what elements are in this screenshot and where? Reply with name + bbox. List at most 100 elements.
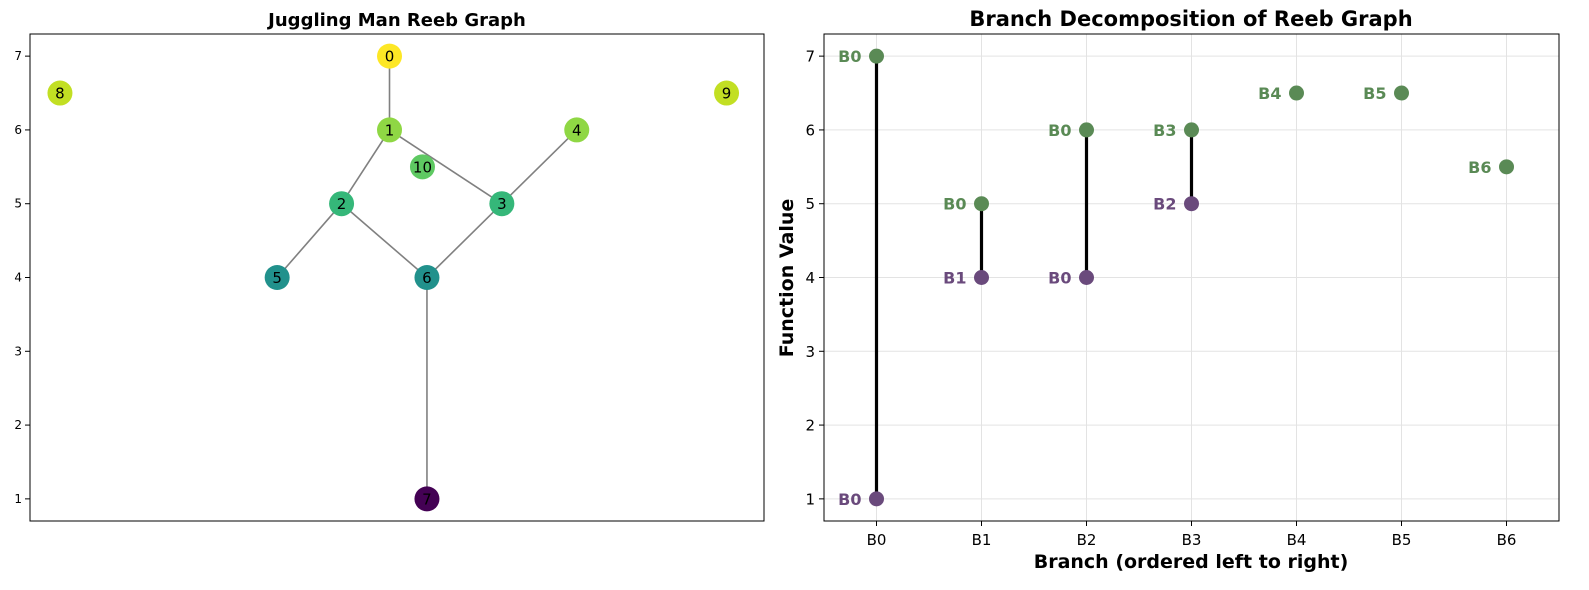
node-label: 6 — [422, 269, 432, 287]
branch-max-label: B0 — [838, 47, 861, 66]
node-label: 5 — [272, 269, 282, 287]
y-tick-label: 2 — [805, 417, 815, 435]
branch-max-label: B3 — [1153, 121, 1176, 140]
branch-points — [869, 48, 1514, 507]
branch-max-point — [869, 48, 884, 64]
node-marker — [47, 80, 73, 106]
node-label: 9 — [722, 85, 732, 103]
branch-max-point — [1499, 159, 1514, 175]
branch-point-labels: B0 B0 B0 B1 B0 B0 B3 B2 B4 B5 B6 — [838, 47, 1491, 509]
node-label: 10 — [413, 158, 432, 176]
branch-max-point — [1289, 85, 1304, 101]
branch-decomposition-title: Branch Decomposition of Reeb Graph — [969, 7, 1412, 31]
y-tick-label: 4 — [805, 269, 815, 287]
branch-min-point — [869, 491, 884, 507]
graph-node: 5 — [264, 265, 290, 290]
reeb-graph-panel: Juggling Man Reeb Graph 1 2 3 4 5 6 7 0 1 2 3 4 5 6 7… — [14, 10, 765, 522]
y-tick-label: 2 — [14, 418, 22, 432]
y-tick-label: 7 — [14, 49, 22, 63]
branch-max-label: B0 — [943, 195, 966, 214]
node-marker — [564, 117, 590, 143]
graph-node: 0 — [377, 43, 403, 69]
x-tick-label: B1 — [972, 531, 992, 549]
node-label: 4 — [572, 121, 582, 139]
graph-node: 9 — [714, 80, 740, 106]
branch-decomposition-panel: Branch Decomposition of Reeb Graph 1 2 3 4 5… — [776, 7, 1560, 573]
node-label: 3 — [497, 195, 507, 213]
branch-min-point — [1184, 196, 1199, 212]
graph-edge — [341, 203, 428, 279]
branch-y-ticks: 1 2 3 4 5 6 7 — [805, 48, 824, 508]
reeb-graph-edges — [276, 56, 578, 499]
node-label: 0 — [385, 48, 395, 66]
branch-min-point — [974, 270, 989, 285]
branch-min-label: B0 — [1048, 269, 1071, 288]
graph-edge — [340, 129, 391, 205]
x-tick-label: B4 — [1287, 531, 1307, 549]
node-marker — [409, 154, 435, 180]
y-tick-label: 3 — [805, 343, 815, 361]
node-marker — [329, 191, 355, 217]
x-tick-label: B3 — [1182, 531, 1202, 549]
reeb-graph-y-ticks: 1 2 3 4 5 6 7 — [14, 49, 30, 506]
reeb-graph-frame — [29, 33, 765, 522]
node-marker — [489, 191, 515, 217]
y-tick-label: 1 — [14, 492, 22, 506]
branch-min-point — [1079, 270, 1094, 285]
y-tick-label: 6 — [805, 121, 815, 139]
graph-edge — [501, 129, 578, 205]
graph-node: 8 — [47, 80, 73, 106]
y-tick-label: 1 — [805, 490, 815, 508]
node-marker — [377, 43, 403, 69]
graph-node: 7 — [414, 486, 440, 512]
y-tick-label: 3 — [14, 344, 22, 358]
y-tick-label: 4 — [14, 271, 22, 285]
branch-max-label: B4 — [1258, 84, 1281, 103]
y-tick-label: 7 — [805, 48, 815, 66]
branch-min-label: B0 — [838, 490, 861, 509]
branch-max-label: B0 — [1048, 121, 1071, 140]
branch-frame — [823, 33, 1560, 522]
branch-max-label: B6 — [1468, 158, 1491, 177]
branch-min-label: B1 — [943, 269, 966, 288]
branch-x-ticks: B0 B1 B2 B3 B4 B5 B6 — [867, 521, 1517, 549]
y-tick-label: 5 — [805, 195, 815, 213]
y-tick-label: 6 — [14, 123, 22, 137]
graph-node: 6 — [414, 265, 440, 290]
x-tick-label: B6 — [1497, 531, 1517, 549]
branch-max-point — [1184, 122, 1199, 138]
node-label: 1 — [385, 121, 395, 139]
node-marker — [414, 265, 440, 290]
branch-x-axis-label: Branch (ordered left to right) — [1034, 551, 1349, 573]
node-label: 2 — [337, 195, 347, 213]
reeb-graph-title: Juggling Man Reeb Graph — [266, 10, 526, 31]
node-label: 8 — [55, 85, 65, 103]
node-marker — [264, 265, 290, 290]
reeb-graph-nodes: 0 1 2 3 4 5 6 7 8 9 10 — [47, 43, 740, 512]
branch-grid — [824, 34, 1559, 521]
graph-node: 1 — [377, 117, 403, 143]
branch-lines — [874, 56, 1194, 499]
branch-max-point — [974, 196, 989, 212]
x-tick-label: B0 — [867, 531, 887, 549]
node-marker — [377, 117, 403, 143]
graph-node: 4 — [564, 117, 590, 143]
node-label: 7 — [422, 490, 432, 508]
branch-max-label: B5 — [1363, 84, 1386, 103]
branch-max-point — [1079, 122, 1094, 138]
graph-edge — [389, 129, 503, 205]
graph-node: 10 — [409, 154, 435, 180]
node-marker — [414, 486, 440, 512]
branch-max-point — [1394, 85, 1409, 101]
x-tick-label: B2 — [1077, 531, 1097, 549]
branch-y-axis-label: Function Value — [776, 199, 798, 358]
graph-edge — [276, 203, 343, 279]
node-marker — [714, 80, 740, 106]
graph-node: 3 — [489, 191, 515, 217]
y-tick-label: 5 — [14, 197, 22, 211]
branch-min-label: B2 — [1153, 195, 1176, 214]
graph-node: 2 — [329, 191, 355, 217]
x-tick-label: B5 — [1392, 531, 1412, 549]
graph-edge — [426, 203, 503, 279]
